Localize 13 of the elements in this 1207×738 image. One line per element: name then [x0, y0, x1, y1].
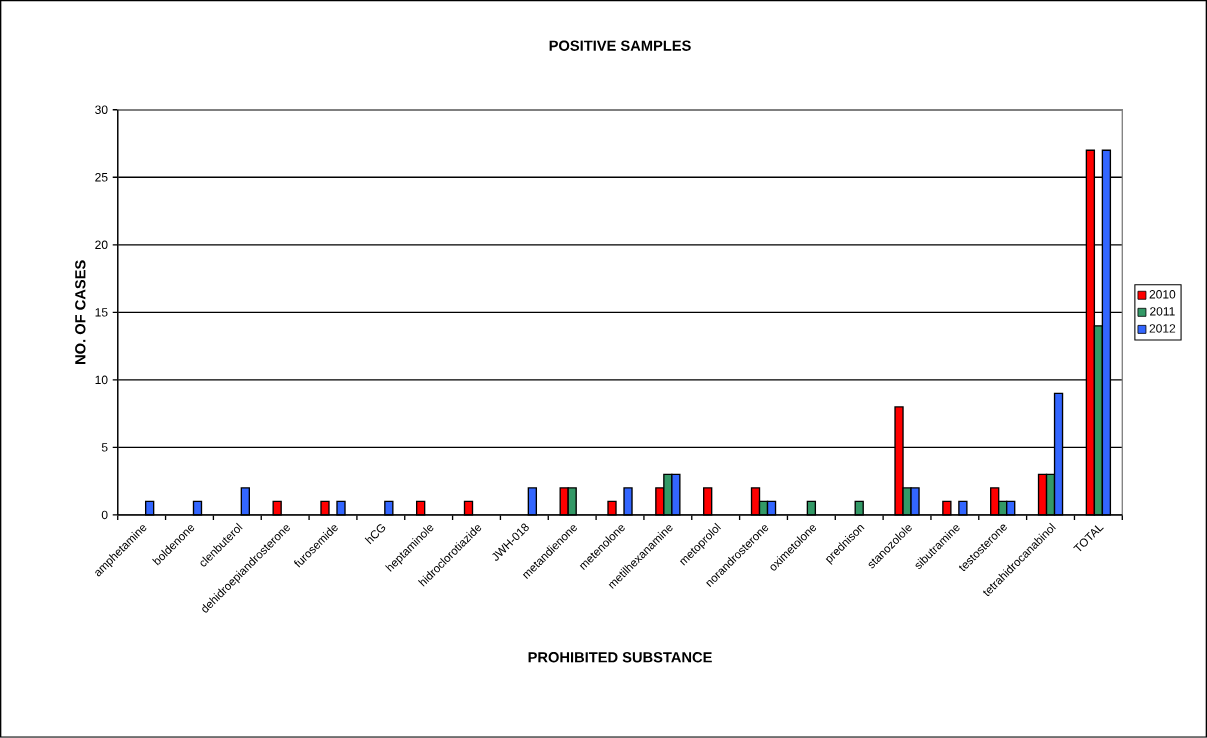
legend-label: 2010: [1149, 290, 1176, 299]
y-tick-label: 20: [95, 240, 108, 250]
chart-title: POSITIVE SAMPLES: [549, 40, 691, 51]
y-tick-label: 10: [95, 375, 108, 385]
y-tick-label: 15: [95, 308, 108, 317]
legend-label: 2011: [1150, 307, 1175, 316]
y-tick-label: 25: [95, 173, 108, 182]
y-tick-label: 0: [101, 510, 108, 520]
x-axis-title: PROHIBITED SUBSTANCE: [528, 652, 712, 663]
y-tick-label: 30: [95, 105, 108, 115]
y-tick-label: 5: [101, 443, 108, 452]
legend-label: 2012: [1149, 324, 1176, 333]
y-axis-title: NO. OF CASES: [75, 260, 86, 365]
